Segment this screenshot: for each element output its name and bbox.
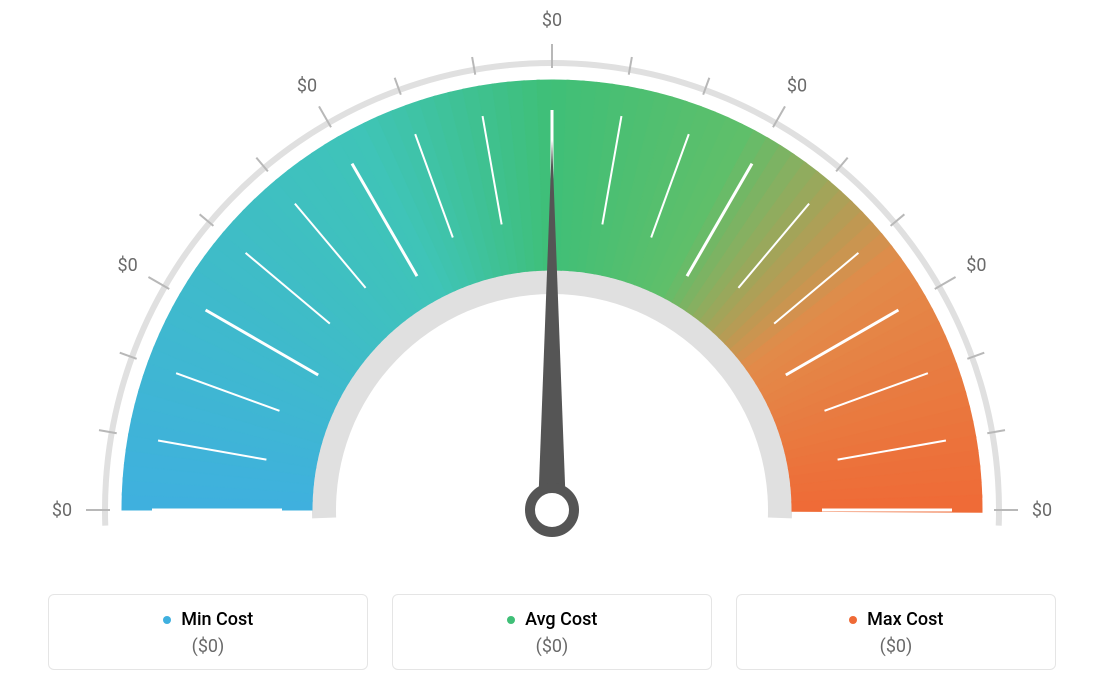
legend-card-min: Min Cost ($0): [48, 594, 368, 670]
svg-text:$0: $0: [297, 76, 317, 97]
svg-text:$0: $0: [1032, 500, 1052, 521]
legend-card-avg: Avg Cost ($0): [392, 594, 712, 670]
legend-label-min: Min Cost: [181, 609, 253, 630]
svg-text:$0: $0: [52, 500, 72, 521]
svg-text:$0: $0: [542, 10, 562, 31]
legend-dot-max: [849, 616, 857, 624]
legend-dot-min: [163, 616, 171, 624]
legend-value-max: ($0): [737, 636, 1055, 657]
legend-label-max: Max Cost: [867, 609, 943, 630]
legend-label-avg: Avg Cost: [525, 609, 597, 630]
legend-dot-avg: [507, 616, 515, 624]
svg-text:$0: $0: [966, 255, 986, 276]
legend-card-max: Max Cost ($0): [736, 594, 1056, 670]
svg-text:$0: $0: [787, 76, 807, 97]
gauge-chart: $0 $0 $0 $0 $0 $0 $0: [52, 10, 1052, 570]
legend-value-avg: ($0): [393, 636, 711, 657]
legend-row: Min Cost ($0) Avg Cost ($0) Max Cost ($0…: [0, 594, 1104, 670]
legend-value-min: ($0): [49, 636, 367, 657]
svg-text:$0: $0: [118, 255, 138, 276]
